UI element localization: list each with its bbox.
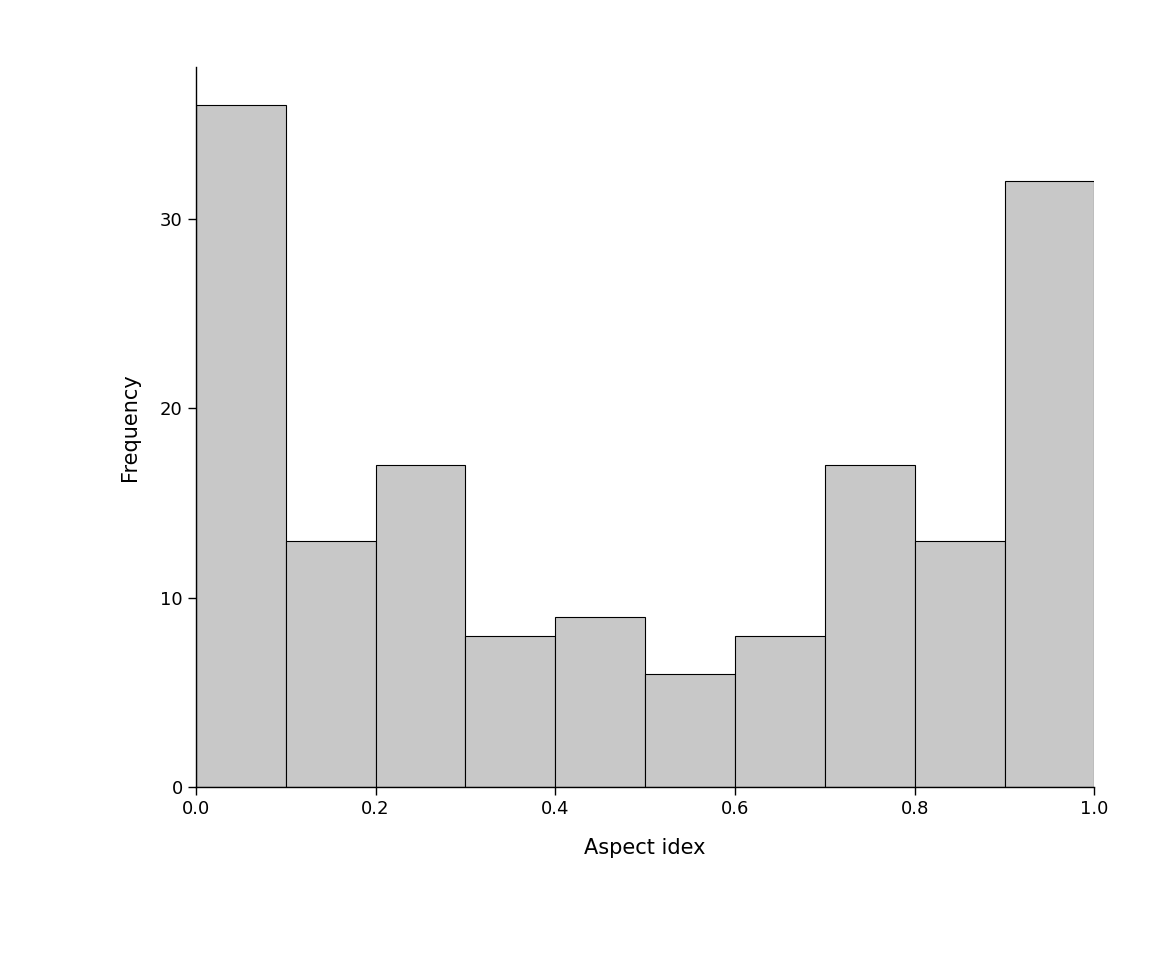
Bar (286, 540, 376, 787)
Y-axis label: Frequency: Frequency (121, 373, 141, 481)
Bar (465, 636, 555, 787)
Bar (555, 616, 645, 787)
X-axis label: Aspect idex: Aspect idex (584, 838, 706, 858)
Bar (825, 465, 915, 787)
Bar (915, 540, 1005, 787)
Bar (645, 674, 735, 787)
Bar (735, 636, 825, 787)
Bar (196, 105, 286, 787)
Bar (376, 465, 465, 787)
Bar (1005, 180, 1094, 787)
